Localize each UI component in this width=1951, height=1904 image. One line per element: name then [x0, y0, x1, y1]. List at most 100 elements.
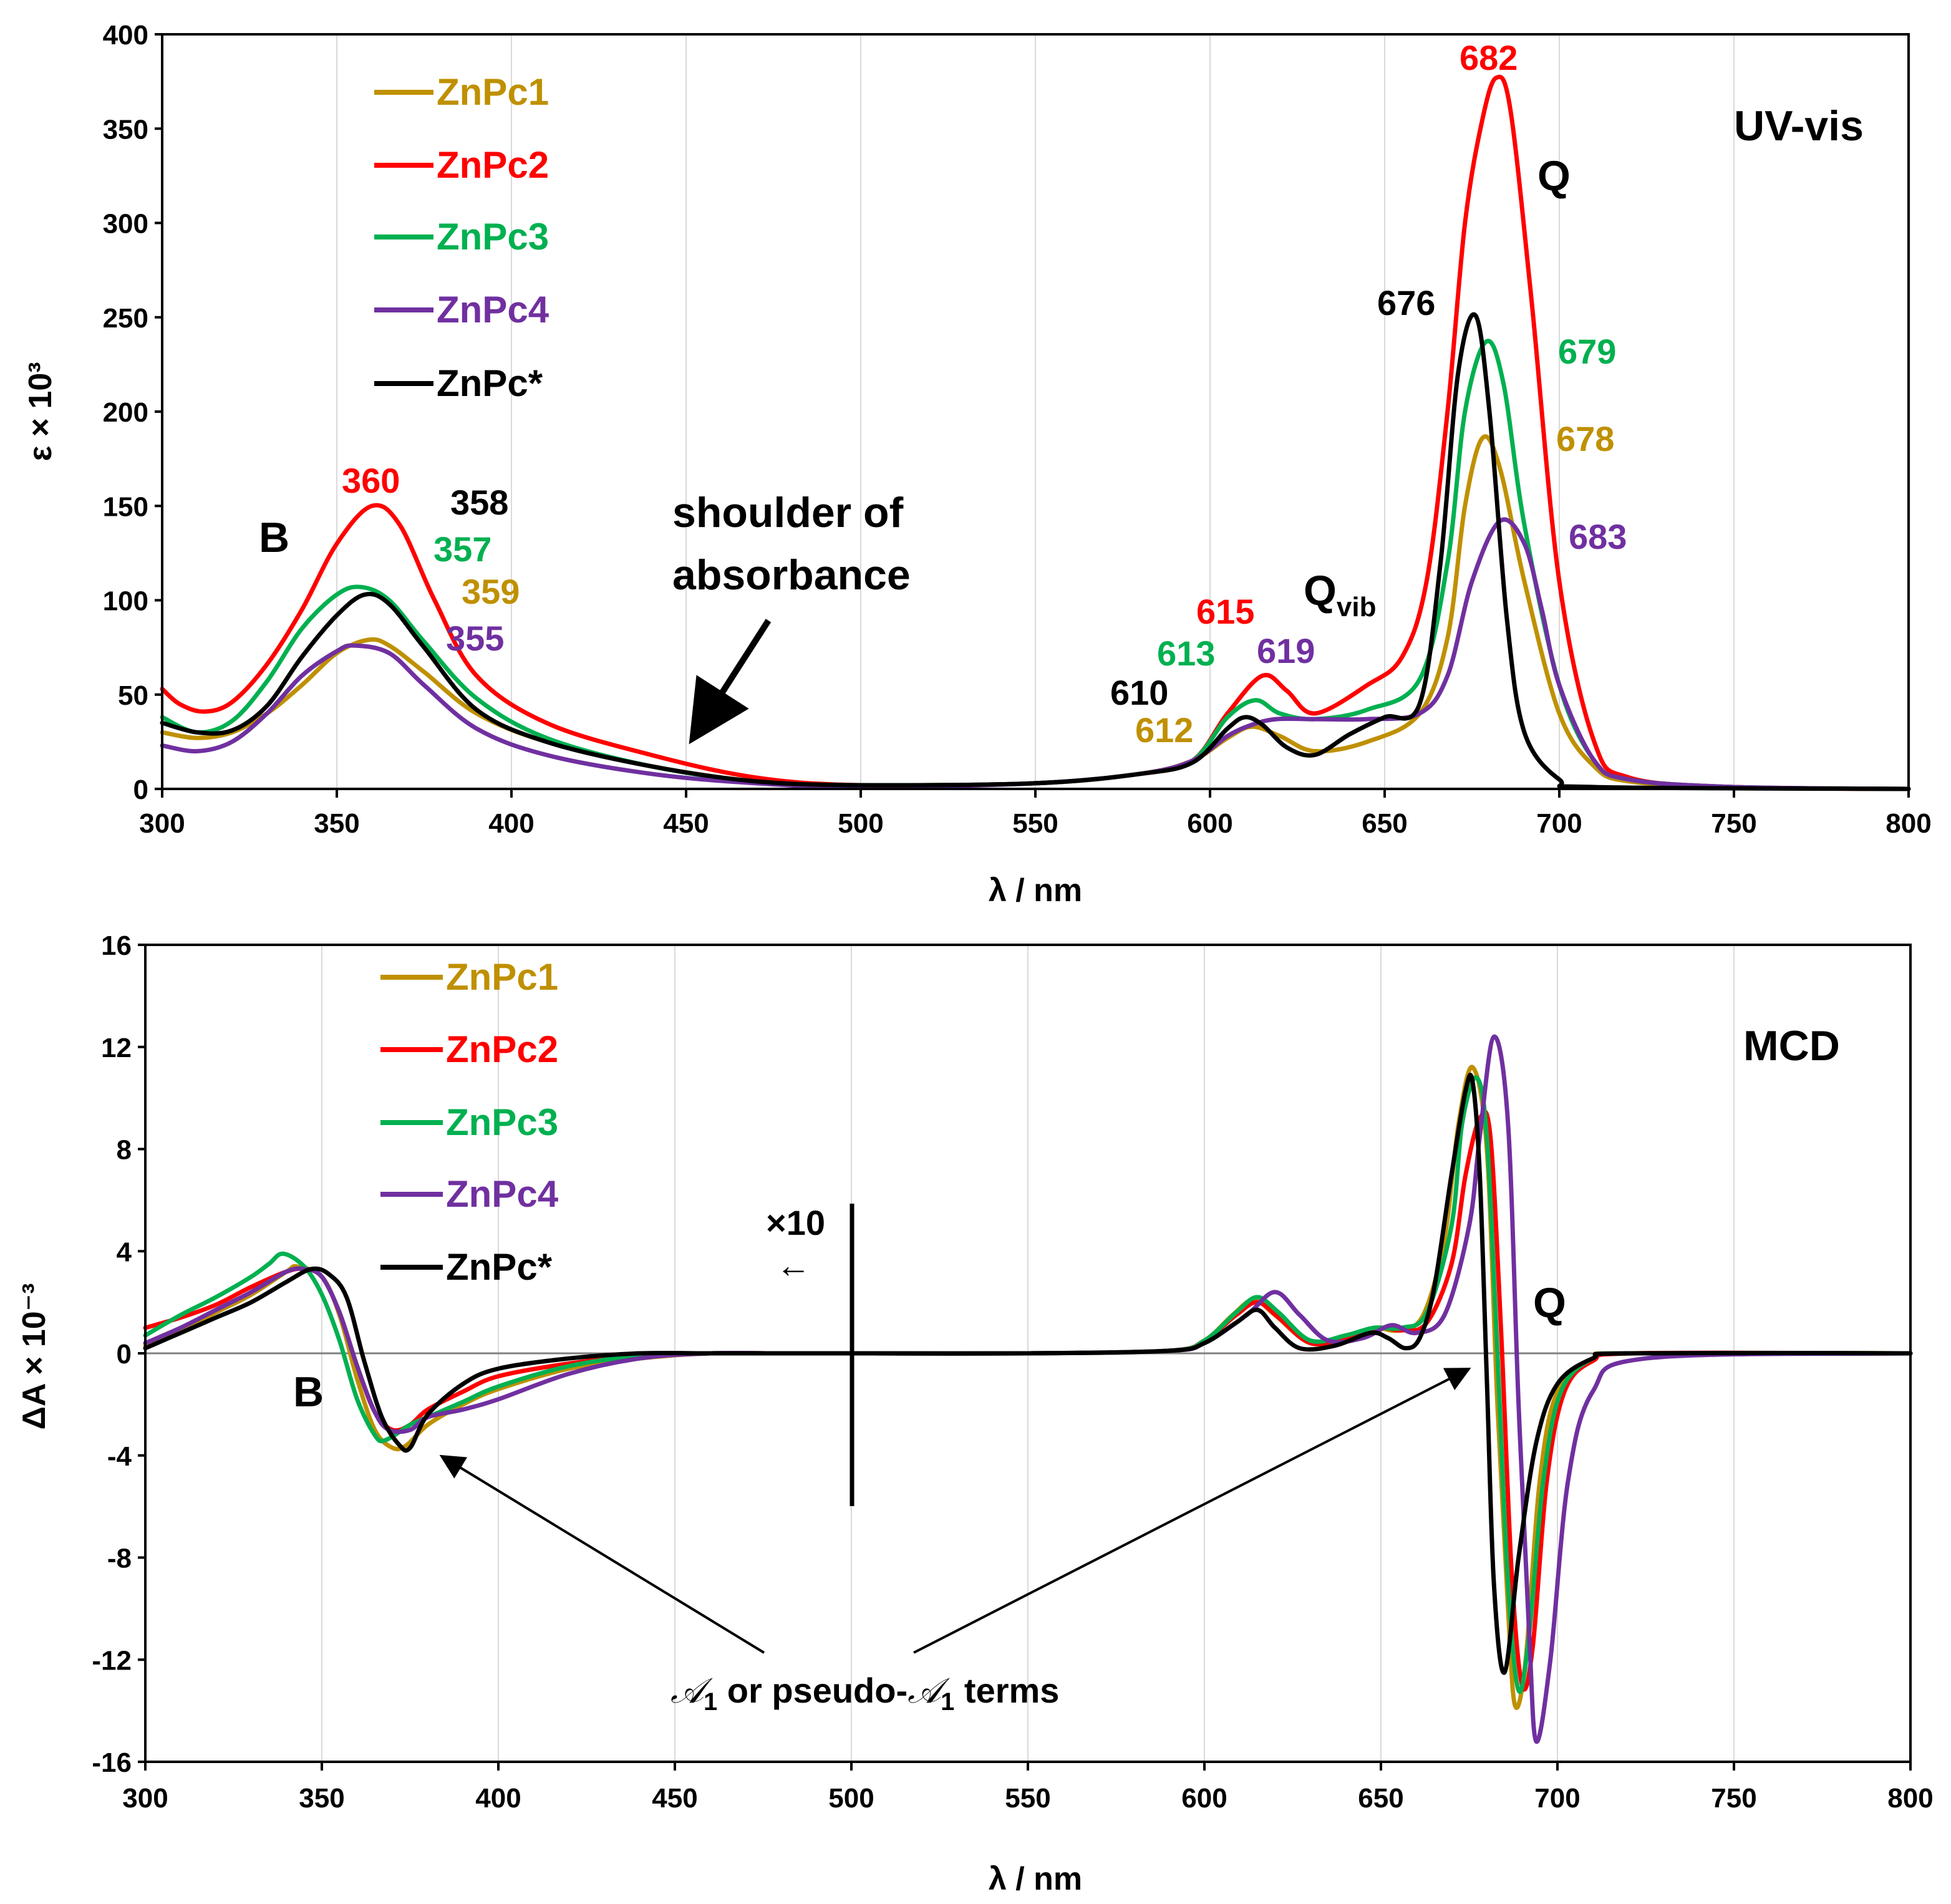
a1-sub2: 1 [941, 1688, 954, 1716]
uv-x-tick-label: 450 [663, 808, 709, 839]
a1-arrow-to-q [913, 1368, 1471, 1654]
uv-qvib-band-label: Qvib [1304, 567, 1376, 622]
uv-legend-label-znpc1: ZnPc1 [437, 71, 549, 113]
uv-qvib-main: Q [1304, 567, 1337, 614]
peak-label-q-znpc4: 683 [1569, 517, 1627, 556]
peak-label-b-znpc4: 355 [446, 619, 504, 658]
uv-legend: ZnPc1 ZnPc2 ZnPc3 ZnPc4 ZnPc* [374, 71, 549, 404]
peak-label-b-znpc1: 359 [462, 572, 520, 611]
x10-left-arrow: ← [776, 1245, 811, 1285]
uv-series-znpc2 [160, 74, 1911, 791]
uv-vis-panel: 300 350 400 450 500 550 600 650 700 750 800 0 50 100… [22, 20, 1932, 909]
peak-label-q-znpc2: 682 [1460, 38, 1518, 77]
uv-legend-label-znpcstar: ZnPc* [437, 362, 543, 404]
uv-x-ticks: 300 350 400 450 500 550 600 650 700 750 800 [139, 789, 1932, 839]
uv-legend-label-znpc3: ZnPc3 [437, 216, 549, 258]
uv-y-tick-label: 50 [118, 680, 148, 711]
mcd-title: MCD [1743, 1022, 1840, 1070]
uv-x-tick-label: 350 [314, 808, 359, 839]
uv-x-tick-label: 550 [1012, 808, 1058, 839]
peak-label-q-znpc1: 678 [1556, 419, 1614, 458]
shoulder-arrow [689, 619, 772, 745]
peak-label-qvib-znpc4: 619 [1257, 631, 1315, 670]
mcd-y-tick-label: 4 [117, 1237, 132, 1267]
uv-y-tick-label: 150 [103, 491, 148, 522]
peak-label-qvib-znpc3: 613 [1157, 634, 1215, 673]
mcd-y-tick-label: -8 [107, 1544, 132, 1574]
uv-y-tick-label: 200 [103, 397, 148, 428]
uv-q-band-label: Q [1537, 152, 1571, 200]
shoulder-label-line1: shoulder of [672, 489, 904, 536]
x10-label: ×10 [766, 1203, 825, 1242]
uv-series-znpcstar [160, 312, 1911, 791]
mcd-x-tick-label: 700 [1534, 1783, 1580, 1814]
shoulder-label-line2: absorbance [672, 551, 911, 599]
uv-x-tick-label: 800 [1886, 808, 1931, 839]
uv-gridlines [336, 34, 1735, 789]
mcd-y-tick-label: 8 [117, 1135, 132, 1166]
uv-qvib-sub: vib [1337, 592, 1377, 622]
mcd-series-znpc3 [143, 1075, 1913, 1694]
peak-label-qvib-znpc1: 612 [1135, 710, 1193, 750]
peak-label-b-znpc3: 357 [433, 529, 491, 569]
mcd-legend-label-znpc3: ZnPc3 [446, 1101, 558, 1143]
mcd-q-band-label: Q [1533, 1279, 1566, 1327]
mcd-x-tick-label: 550 [1005, 1783, 1050, 1814]
mcd-legend-label-znpcstar: ZnPc* [446, 1246, 553, 1288]
mcd-x-tick-label: 400 [475, 1783, 521, 1814]
uv-legend-label-znpc4: ZnPc4 [437, 289, 549, 331]
mcd-x-tick-label: 500 [828, 1783, 874, 1814]
mcd-y-tick-label: 0 [117, 1339, 132, 1370]
peak-label-qvib-znpcstar: 610 [1110, 673, 1168, 712]
mcd-y-axis-label: ΔA × 10⁻³ [16, 1283, 52, 1430]
uv-y-tick-label: 0 [133, 775, 148, 805]
mcd-series-znpc4 [143, 1034, 1913, 1744]
uv-x-tick-label: 750 [1711, 808, 1756, 839]
mcd-b-band-label: B [293, 1368, 324, 1416]
a1-arrow-to-b [439, 1454, 765, 1654]
peak-label-q-znpc3: 679 [1558, 332, 1616, 371]
peak-label-b-znpcstar: 358 [450, 483, 508, 522]
mcd-y-ticks: -16 -12 -8 -4 0 4 8 12 16 [92, 930, 145, 1778]
mcd-y-tick-label: 12 [101, 1033, 132, 1063]
uv-x-tick-label: 400 [488, 808, 534, 839]
mcd-x-tick-label: 750 [1711, 1783, 1756, 1814]
uv-x-tick-label: 500 [838, 808, 883, 839]
mcd-y-tick-label: -12 [92, 1645, 132, 1676]
uv-x-tick-label: 700 [1536, 808, 1582, 839]
uv-legend-label-znpc2: ZnPc2 [437, 144, 549, 186]
a1-sub: 1 [704, 1688, 717, 1716]
mcd-curves [143, 1034, 1913, 1744]
mcd-x-ticks: 300 350 400 450 500 550 600 650 700 750 800 [122, 1762, 1934, 1814]
uv-curves [160, 74, 1911, 791]
uv-y-tick-label: 100 [103, 586, 148, 617]
mcd-panel: 300 350 400 450 500 550 600 650 700 750 800 -16 -12… [16, 930, 1934, 1897]
mcd-y-tick-label: 16 [101, 930, 132, 961]
uv-y-ticks: 0 50 100 150 200 250 300 350 400 [103, 20, 162, 805]
a1-suffix: terms [954, 1671, 1059, 1710]
mcd-x-tick-label: 450 [652, 1783, 697, 1814]
peak-label-b-znpc2: 360 [342, 461, 400, 500]
uv-title: UV-vis [1734, 102, 1864, 150]
uv-y-tick-label: 250 [103, 303, 148, 334]
uv-peak-labels: 360 358 357 359 355 615 613 619 610 612 … [342, 38, 1627, 750]
mcd-x-tick-label: 600 [1181, 1783, 1227, 1814]
uv-x-axis-label: λ / nm [989, 872, 1082, 909]
mcd-y-tick-label: -16 [92, 1747, 132, 1778]
mcd-legend-label-znpc1: ZnPc1 [446, 956, 558, 998]
mcd-x-tick-label: 650 [1358, 1783, 1403, 1814]
peak-label-q-znpcstar: 676 [1377, 283, 1435, 322]
uv-y-axis-label: ε × 10³ [22, 362, 59, 461]
mcd-x-tick-label: 350 [299, 1783, 344, 1814]
mcd-x-axis-label: λ / nm [989, 1861, 1082, 1897]
mcd-legend-label-znpc2: ZnPc2 [446, 1028, 558, 1070]
peak-label-qvib-znpc2: 615 [1196, 592, 1254, 631]
uv-y-tick-label: 300 [103, 209, 148, 239]
mcd-x-tick-label: 800 [1887, 1783, 1933, 1814]
a1-mid: or pseudo- [717, 1671, 908, 1710]
uv-x-tick-label: 600 [1187, 808, 1232, 839]
mcd-legend-label-znpc4: ZnPc4 [446, 1173, 559, 1215]
uv-x-tick-label: 650 [1362, 808, 1407, 839]
mcd-x-tick-label: 300 [122, 1783, 168, 1814]
